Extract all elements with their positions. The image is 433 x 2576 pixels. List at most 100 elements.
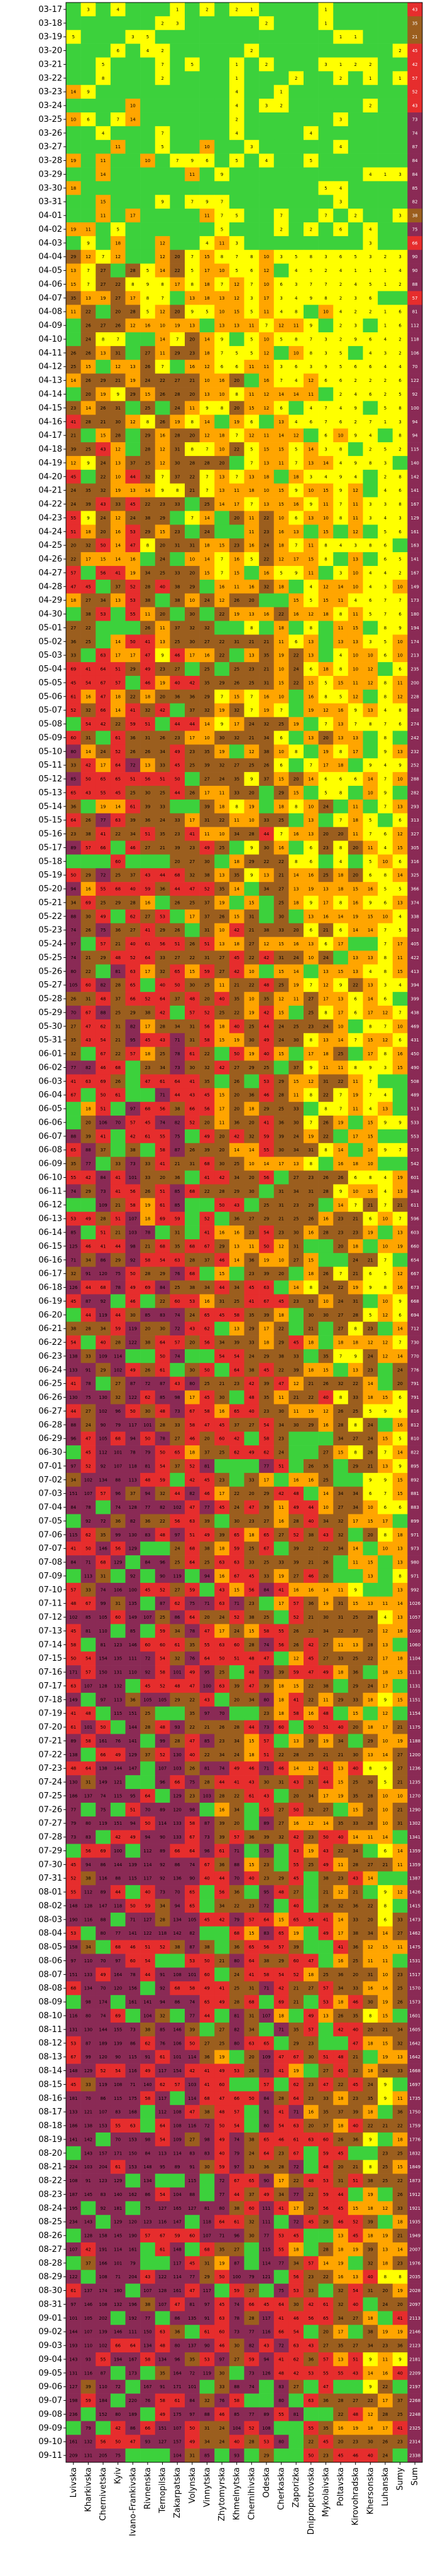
cell-value-label: 3 [369,254,371,259]
cell-value-label: 19 [368,1231,373,1236]
cell-value-label: 17 [189,1395,195,1400]
cell-value-label: 28 [353,1313,358,1318]
cell-value-label: 49 [204,1134,210,1139]
cell-value-label: 54 [70,1340,76,1345]
cell-value-label: 28 [175,392,180,397]
cell-value-label: 56 [160,942,165,947]
cell-value-label: 30 [85,914,91,919]
heatmap-cell [229,345,244,361]
cell-value-label: 41 [145,928,150,933]
cell-value-label: 20 [234,1107,239,1112]
cell-value-label: 26 [308,1464,314,1469]
cell-value-label: 27 [175,667,180,672]
cell-value-label: 2 [339,323,342,329]
cell-value-label: 17 [204,268,210,273]
cell-value-label: 69 [70,667,76,672]
cell-value-label: 3 [310,474,312,479]
cell-value-label: 25 [234,1161,239,1166]
cell-value-label: 141 [411,488,419,493]
cell-value-label: 34 [353,1491,358,1496]
heatmap-cell [318,1322,334,1336]
cell-value-label: 61 [189,1052,195,1057]
heatmap-cell [155,401,170,415]
cell-value-label: 82 [101,983,106,988]
cell-value-label: 899 [411,1519,419,1524]
cell-value-label: 7 [369,1079,371,1084]
heatmap-cell [170,153,185,168]
heatmap-cell [273,277,289,291]
cell-value-label: 24 [278,1038,284,1043]
cell-value-label: 73 [175,1409,180,1414]
cell-value-label: 16 [338,1161,344,1166]
cell-value-label: 30 [175,460,180,465]
cell-value-label: 19 [249,1052,255,1057]
heatmap-cell [348,785,363,800]
cell-value-label: 3 [324,254,327,259]
cell-value-label: 22 [189,955,195,960]
cell-value-label: 7 [324,406,327,411]
cell-value-label: 8 [354,1450,356,1455]
heatmap-cell [407,99,423,113]
cell-value-label: 14 [115,557,121,562]
heatmap-cell [288,85,304,99]
cell-value-label: 17 [338,1010,344,1015]
cell-value-label: 15 [278,1052,284,1057]
cell-value-label: 3 [324,337,327,342]
cell-value-label: 45 [175,763,180,768]
cell-value-label: 94 [70,887,76,892]
heatmap-cell [244,167,260,182]
cell-value-label: 67 [189,1409,195,1414]
heatmap-cell [125,675,141,690]
heatmap-cell [80,16,96,31]
cell-value-label: 47 [85,1024,91,1029]
cell-value-label: 10 [249,997,255,1002]
heatmap-cell [259,99,275,113]
cell-value-label: 6 [295,364,298,369]
cell-value-label: 49 [204,845,210,851]
cell-value-label: 29 [130,667,136,672]
cell-value-label: 34 [160,1065,165,1070]
heatmap-cell [363,30,378,44]
heatmap-cell [288,126,304,141]
heatmap-cell [170,909,185,924]
cell-value-label: 11 [323,1065,329,1070]
cell-value-label: 15 [278,488,284,493]
heatmap-cell [229,30,244,44]
heatmap-cell [363,305,378,319]
cell-value-label: 35 [160,832,165,837]
heatmap-cell [214,85,230,99]
cell-value-label: 62 [85,1533,91,1538]
cell-value-label: 31 [293,1244,299,1249]
cell-value-label: 2 [235,117,238,122]
cell-value-label: 32 [263,722,269,727]
cell-value-label: 21 [308,1327,314,1332]
heatmap-cell [96,99,111,113]
cell-value-label: 45 [204,1093,210,1098]
cell-value-label: 37 [175,474,180,479]
cell-value-label: 63 [219,1560,225,1565]
cell-value-label: 29 [101,955,106,960]
cell-value-label: 31 [278,1203,284,1208]
heatmap-cell [304,16,319,31]
cell-value-label: 5 [235,214,238,219]
cell-value-label: 11 [293,997,299,1002]
cell-value-label: 14 [85,749,91,754]
cell-value-label: 9 [161,653,163,658]
cell-value-label: 660 [411,1244,419,1249]
cell-value-label: 43 [234,1203,239,1208]
heatmap-cell [170,16,185,31]
heatmap-cell [66,153,81,168]
heatmap-cell [348,359,363,374]
cell-value-label: 24 [160,557,165,562]
cell-value-label: 25 [115,873,121,878]
cell-value-label: 38 [263,928,269,933]
cell-value-label: 13 [397,1231,403,1236]
cell-value-label: 44 [175,1093,180,1098]
cell-value-label: 16 [308,873,314,878]
heatmap-cell [392,731,408,745]
cell-value-label: 11 [353,1560,358,1565]
heatmap-cell [80,112,96,127]
cell-value-label: 5 [146,268,149,273]
cell-value-label: 15 [249,900,255,905]
cell-value-label: 4 [369,351,372,356]
